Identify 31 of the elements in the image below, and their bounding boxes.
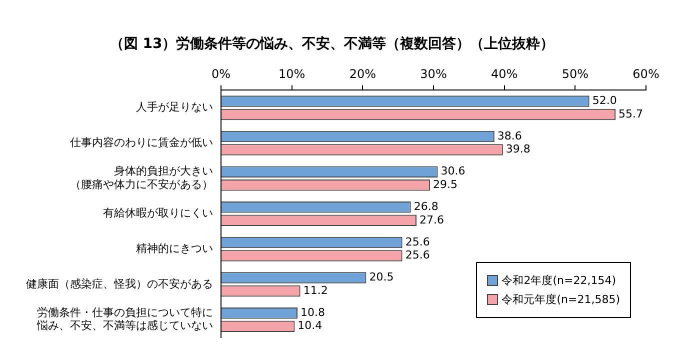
y-tick-label: 身体的負担が大きい（腰痛や体力に不安がある） bbox=[70, 164, 213, 191]
data-label: 55.7 bbox=[618, 107, 644, 120]
data-label: 20.5 bbox=[369, 270, 394, 284]
legend-label: 令和2年度(n=22,154) bbox=[502, 273, 616, 288]
data-label: 52.0 bbox=[592, 94, 617, 108]
y-tick-label: 精神的にきつい bbox=[136, 242, 213, 255]
x-tick-label: 0% bbox=[211, 67, 231, 82]
y-tick-label: 健康面（感染症、怪我）の不安がある bbox=[26, 277, 213, 290]
x-tick-label: 40% bbox=[490, 67, 518, 82]
data-label: 11.2 bbox=[303, 284, 328, 297]
y-tick-label: 労働条件・仕事の負担について特に悩み、不安、不満等は感じていない bbox=[36, 306, 213, 332]
y-tick-label: 仕事内容のわりに賃金が低い bbox=[70, 136, 213, 150]
data-label: 27.6 bbox=[420, 213, 444, 226]
x-tick-label: 50% bbox=[562, 67, 589, 82]
x-tick-label: 10% bbox=[278, 67, 306, 82]
y-tick-label: 有給休暇が取りにくい bbox=[103, 206, 213, 220]
data-label: 26.8 bbox=[414, 200, 438, 214]
data-label: 10.4 bbox=[298, 319, 322, 332]
data-label: 39.8 bbox=[506, 142, 530, 156]
data-label: 30.6 bbox=[440, 164, 466, 178]
data-label: 25.6 bbox=[405, 248, 430, 262]
data-label: 10.8 bbox=[300, 306, 325, 319]
data-label: 25.6 bbox=[405, 235, 430, 248]
chart-title: （図 13）労働条件等の悩み、不安、不満等（複数回答）（上位抜粋） bbox=[110, 35, 554, 52]
x-tick-label: 30% bbox=[420, 67, 447, 82]
legend-label: 令和元年度(n=21,585) bbox=[502, 292, 620, 307]
data-label: 29.5 bbox=[432, 178, 458, 191]
y-tick-label: 人手が足りない bbox=[136, 100, 213, 114]
x-tick-label: 20% bbox=[349, 67, 376, 82]
data-label: 38.6 bbox=[497, 129, 522, 142]
x-tick-label: 60% bbox=[632, 67, 660, 82]
